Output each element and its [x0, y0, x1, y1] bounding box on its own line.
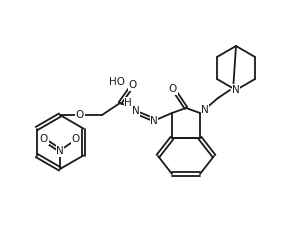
Text: H: H — [124, 98, 132, 108]
Text: O: O — [169, 84, 177, 94]
Text: N: N — [56, 146, 64, 156]
Text: N: N — [232, 85, 240, 95]
Text: O: O — [40, 134, 48, 144]
Text: HO: HO — [109, 77, 125, 87]
Text: O: O — [129, 80, 137, 90]
Text: O: O — [76, 110, 84, 120]
Text: N: N — [132, 106, 140, 116]
Text: O: O — [72, 134, 80, 144]
Text: N: N — [201, 105, 209, 115]
Text: N: N — [150, 116, 158, 126]
